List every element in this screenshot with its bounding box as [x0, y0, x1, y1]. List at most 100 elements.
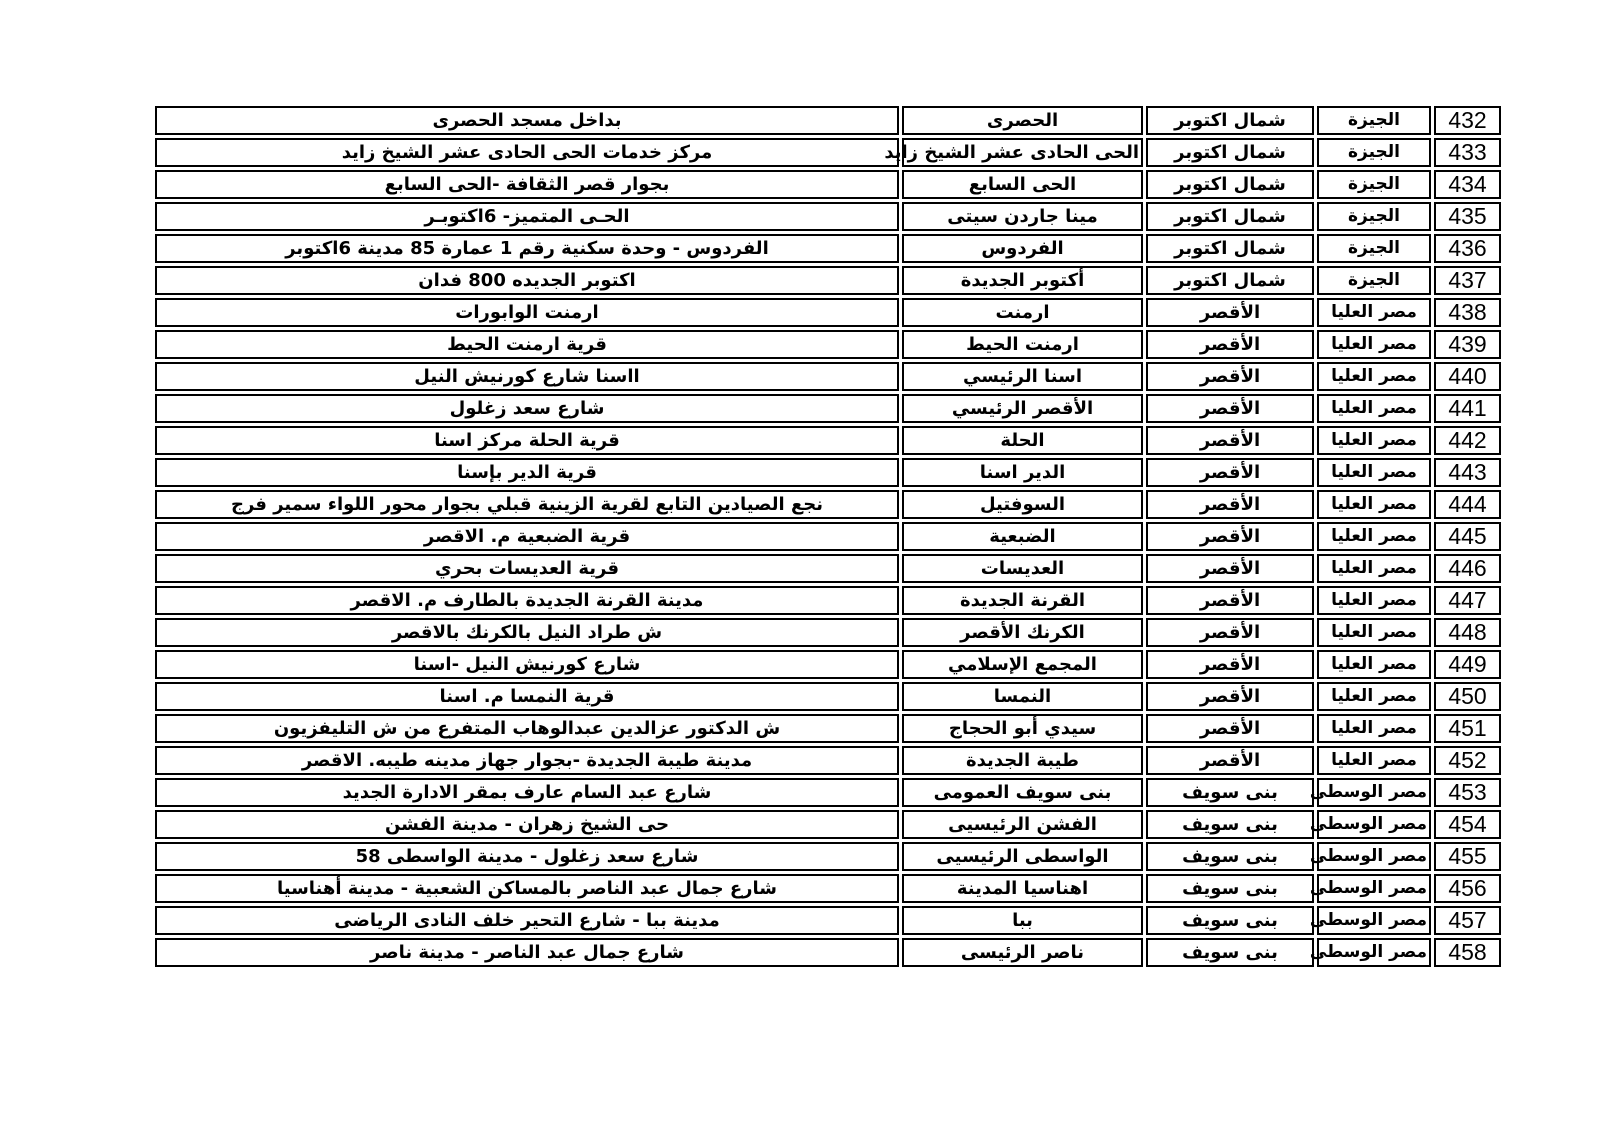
region-cell: مصر العليا [1317, 746, 1431, 775]
serial-number-cell: 453 [1434, 778, 1501, 807]
table-row: 450 مصر العليا الأقصر النمسا قرية النمسا… [155, 682, 1501, 711]
address-cell: مركز خدمات الحى الحادى عشر الشيخ زايد [155, 138, 899, 167]
address-cell: شارع جمال عبد الناصر بالمساكن الشعبية - … [155, 874, 899, 903]
table-row: 434 الجيزة شمال اكتوبر الحى السابع بجوار… [155, 170, 1501, 199]
branch-name-cell: الضبعية [902, 522, 1143, 551]
branch-address-table: 432 الجيزة شمال اكتوبر الحصرى بداخل مسجد… [152, 103, 1504, 970]
address-cell: الفردوس - وحدة سكنية رقم 1 عمارة 85 مدين… [155, 234, 899, 263]
serial-number-cell: 454 [1434, 810, 1501, 839]
serial-number-cell: 443 [1434, 458, 1501, 487]
address-cell: شارع سعد زغلول [155, 394, 899, 423]
branch-name-cell: سيدي أبو الحجاج [902, 714, 1143, 743]
serial-number-cell: 434 [1434, 170, 1501, 199]
governorate-cell: الأقصر [1146, 330, 1314, 359]
serial-number-cell: 437 [1434, 266, 1501, 295]
region-cell: مصر العليا [1317, 426, 1431, 455]
address-cell: نجع الصيادين التابع لقرية الزينية قبلي ب… [155, 490, 899, 519]
address-cell: شارع جمال عبد الناصر - مدينة ناصر [155, 938, 899, 967]
branch-name-cell: الحلة [902, 426, 1143, 455]
serial-number-cell: 445 [1434, 522, 1501, 551]
region-cell: الجيزة [1317, 138, 1431, 167]
address-cell: قرية الحلة مركز اسنا [155, 426, 899, 455]
branch-name-cell: اهناسيا المدينة [902, 874, 1143, 903]
governorate-cell: الأقصر [1146, 714, 1314, 743]
branch-name-cell: السوفتيل [902, 490, 1143, 519]
address-cell: ش طراد النيل بالكرنك بالاقصر [155, 618, 899, 647]
table-row: 446 مصر العليا الأقصر العديسات قرية العد… [155, 554, 1501, 583]
table-row: 445 مصر العليا الأقصر الضبعية قرية الضبع… [155, 522, 1501, 551]
region-cell: مصر العليا [1317, 394, 1431, 423]
governorate-cell: بنى سويف [1146, 906, 1314, 935]
serial-number-cell: 455 [1434, 842, 1501, 871]
serial-number-cell: 457 [1434, 906, 1501, 935]
governorate-cell: بنى سويف [1146, 842, 1314, 871]
region-cell: مصر العليا [1317, 458, 1431, 487]
governorate-cell: الأقصر [1146, 650, 1314, 679]
serial-number-cell: 441 [1434, 394, 1501, 423]
serial-number-cell: 433 [1434, 138, 1501, 167]
serial-number-cell: 450 [1434, 682, 1501, 711]
governorate-cell: الأقصر [1146, 298, 1314, 327]
region-cell: مصر الوسطى [1310, 938, 1431, 967]
serial-number-cell: 452 [1434, 746, 1501, 775]
table-row: 449 مصر العليا الأقصر المجمع الإسلامي شا… [155, 650, 1501, 679]
region-cell: مصر العليا [1317, 586, 1431, 615]
branch-name-cell: الفشن الرئيسيى [902, 810, 1143, 839]
region-cell: الجيزة [1317, 266, 1431, 295]
table-row: 451 مصر العليا الأقصر سيدي أبو الحجاج ش … [155, 714, 1501, 743]
branch-name-cell: أكتوبر الجديدة [902, 266, 1143, 295]
address-cell: قرية العديسات بحري [155, 554, 899, 583]
region-cell: مصر العليا [1317, 650, 1431, 679]
address-cell: الحـى المتميز- 6اكتوبـر [155, 202, 899, 231]
table-row: 443 مصر العليا الأقصر الدير اسنا قرية ال… [155, 458, 1501, 487]
serial-number-cell: 435 [1434, 202, 1501, 231]
serial-number-cell: 448 [1434, 618, 1501, 647]
branch-name-cell: الأقصر الرئيسي [902, 394, 1143, 423]
governorate-cell: الأقصر [1146, 458, 1314, 487]
region-cell: الجيزة [1317, 106, 1431, 135]
region-cell: مصر الوسطى [1310, 778, 1431, 807]
governorate-cell: الأقصر [1146, 746, 1314, 775]
branch-name-cell: ببا [902, 906, 1143, 935]
region-cell: مصر العليا [1317, 714, 1431, 743]
address-cell: قرية النمسا م. اسنا [155, 682, 899, 711]
serial-number-cell: 444 [1434, 490, 1501, 519]
governorate-cell: شمال اكتوبر [1146, 266, 1314, 295]
region-cell: مصر العليا [1317, 362, 1431, 391]
branch-name-cell: طيبة الجديدة [902, 746, 1143, 775]
serial-number-cell: 436 [1434, 234, 1501, 263]
address-cell: ارمنت الوابورات [155, 298, 899, 327]
governorate-cell: الأقصر [1146, 394, 1314, 423]
branch-name-cell: العديسات [902, 554, 1143, 583]
address-cell: مدينة القرنة الجديدة بالطارف م. الاقصر [155, 586, 899, 615]
table-row: 447 مصر العليا الأقصر القرنة الجديدة مدي… [155, 586, 1501, 615]
governorate-cell: الأقصر [1146, 554, 1314, 583]
region-cell: مصر الوسطى [1310, 906, 1431, 935]
serial-number-cell: 442 [1434, 426, 1501, 455]
address-cell: بداخل مسجد الحصرى [155, 106, 899, 135]
address-cell: شارع سعد زغلول - مدينة الواسطى 58 [155, 842, 899, 871]
region-cell: مصر الوسطى [1310, 810, 1431, 839]
governorate-cell: شمال اكتوبر [1146, 170, 1314, 199]
branch-name-cell: ناصر الرئيسى [902, 938, 1143, 967]
table-row: 455 مصر الوسطى بنى سويف الواسطى الرئيسيى… [155, 842, 1501, 871]
branch-name-cell: ارمنت الحيط [902, 330, 1143, 359]
region-cell: الجيزة [1317, 170, 1431, 199]
address-cell: ااسنا شارع كورنيش النيل [155, 362, 899, 391]
branch-name-cell: النمسا [902, 682, 1143, 711]
region-cell: مصر العليا [1317, 522, 1431, 551]
branch-name-cell: القرنة الجديدة [902, 586, 1143, 615]
table-row: 436 الجيزة شمال اكتوبر الفردوس الفردوس -… [155, 234, 1501, 263]
branch-name-cell: الحى الحادى عشر الشيخ زايد [884, 138, 1143, 167]
branch-name-cell: الحصرى [902, 106, 1143, 135]
serial-number-cell: 458 [1434, 938, 1501, 967]
table-row: 454 مصر الوسطى بنى سويف الفشن الرئيسيى ح… [155, 810, 1501, 839]
address-cell: ش الدكتور عزالدين عبدالوهاب المتفرع من ش… [155, 714, 899, 743]
governorate-cell: الأقصر [1146, 490, 1314, 519]
serial-number-cell: 440 [1434, 362, 1501, 391]
region-cell: مصر العليا [1317, 618, 1431, 647]
region-cell: مصر العليا [1317, 490, 1431, 519]
address-cell: شارع كورنيش النيل -اسنا [155, 650, 899, 679]
governorate-cell: الأقصر [1146, 362, 1314, 391]
